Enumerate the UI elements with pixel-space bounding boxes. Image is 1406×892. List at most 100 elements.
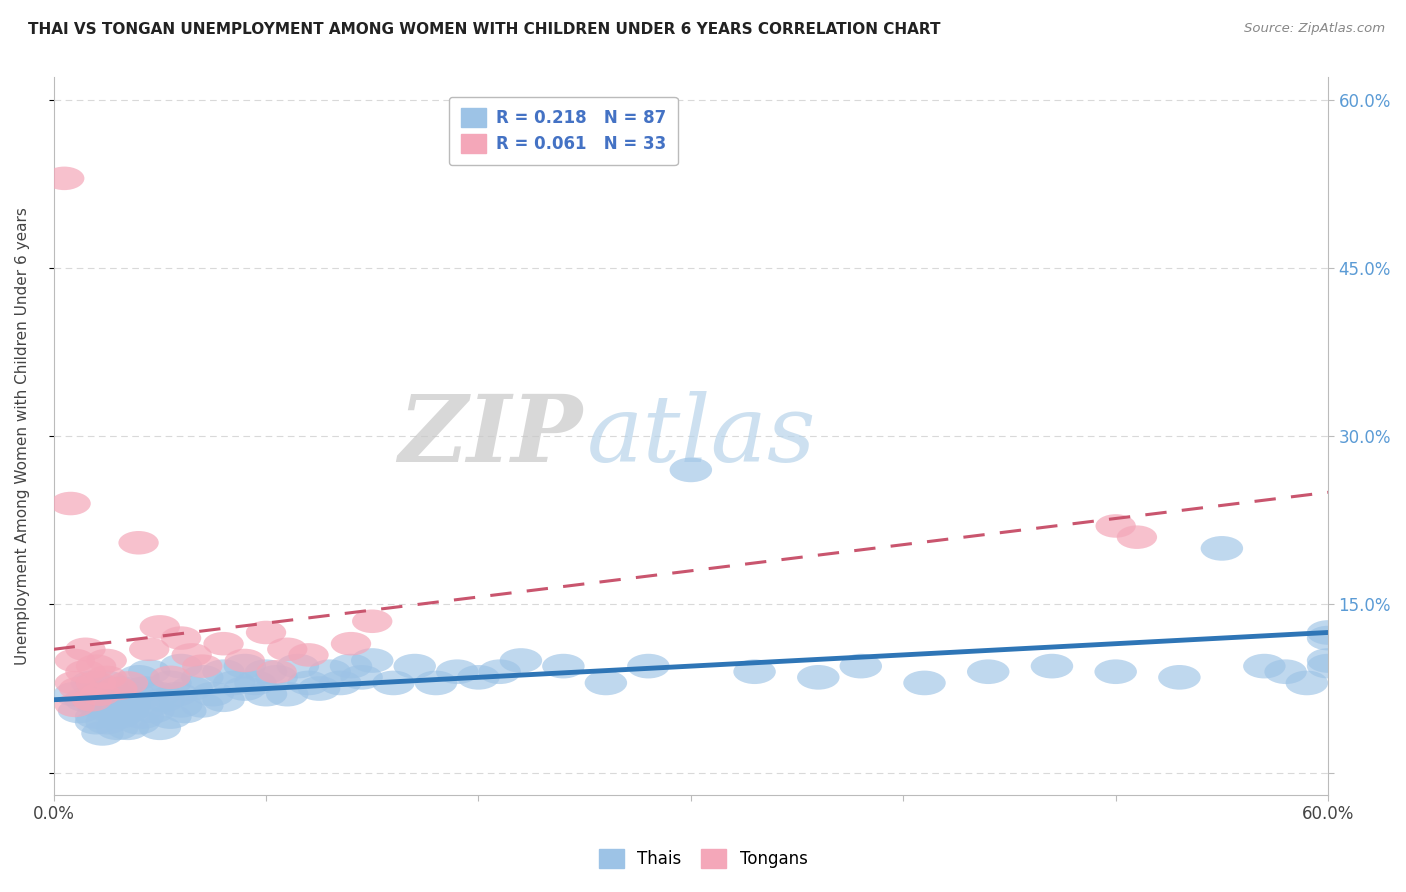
Ellipse shape bbox=[55, 648, 96, 673]
Ellipse shape bbox=[139, 715, 181, 740]
Ellipse shape bbox=[121, 705, 165, 729]
Ellipse shape bbox=[373, 671, 415, 695]
Ellipse shape bbox=[256, 660, 297, 683]
Ellipse shape bbox=[100, 676, 143, 701]
Ellipse shape bbox=[79, 681, 121, 706]
Ellipse shape bbox=[96, 715, 139, 740]
Ellipse shape bbox=[308, 659, 352, 684]
Ellipse shape bbox=[245, 659, 287, 684]
Ellipse shape bbox=[55, 694, 96, 717]
Ellipse shape bbox=[107, 715, 149, 740]
Ellipse shape bbox=[202, 659, 245, 684]
Y-axis label: Unemployment Among Women with Children Under 6 years: Unemployment Among Women with Children U… bbox=[15, 207, 30, 665]
Ellipse shape bbox=[1306, 648, 1350, 673]
Ellipse shape bbox=[1306, 620, 1350, 645]
Ellipse shape bbox=[543, 654, 585, 679]
Ellipse shape bbox=[277, 654, 319, 679]
Ellipse shape bbox=[1116, 525, 1157, 549]
Ellipse shape bbox=[585, 671, 627, 695]
Ellipse shape bbox=[118, 531, 159, 555]
Ellipse shape bbox=[124, 676, 166, 701]
Ellipse shape bbox=[245, 681, 287, 706]
Ellipse shape bbox=[86, 710, 128, 734]
Ellipse shape bbox=[1306, 626, 1350, 650]
Ellipse shape bbox=[86, 671, 128, 695]
Ellipse shape bbox=[150, 665, 191, 690]
Ellipse shape bbox=[288, 643, 329, 666]
Ellipse shape bbox=[1243, 654, 1285, 679]
Ellipse shape bbox=[1159, 665, 1201, 690]
Ellipse shape bbox=[75, 705, 117, 729]
Ellipse shape bbox=[129, 638, 169, 661]
Ellipse shape bbox=[1031, 654, 1073, 679]
Ellipse shape bbox=[91, 681, 135, 706]
Ellipse shape bbox=[191, 681, 235, 706]
Ellipse shape bbox=[967, 659, 1010, 684]
Ellipse shape bbox=[394, 654, 436, 679]
Ellipse shape bbox=[225, 648, 264, 673]
Ellipse shape bbox=[82, 721, 124, 746]
Ellipse shape bbox=[181, 693, 224, 718]
Ellipse shape bbox=[160, 654, 202, 679]
Ellipse shape bbox=[330, 654, 373, 679]
Ellipse shape bbox=[90, 698, 132, 723]
Ellipse shape bbox=[97, 677, 138, 700]
Legend: Thais, Tongans: Thais, Tongans bbox=[592, 842, 814, 875]
Ellipse shape bbox=[149, 705, 191, 729]
Text: Source: ZipAtlas.com: Source: ZipAtlas.com bbox=[1244, 22, 1385, 36]
Ellipse shape bbox=[51, 491, 91, 516]
Ellipse shape bbox=[183, 655, 222, 678]
Ellipse shape bbox=[53, 681, 96, 706]
Ellipse shape bbox=[80, 682, 121, 706]
Ellipse shape bbox=[204, 632, 243, 656]
Ellipse shape bbox=[75, 710, 117, 734]
Ellipse shape bbox=[903, 671, 946, 695]
Ellipse shape bbox=[165, 698, 207, 723]
Text: THAI VS TONGAN UNEMPLOYMENT AMONG WOMEN WITH CHILDREN UNDER 6 YEARS CORRELATION : THAI VS TONGAN UNEMPLOYMENT AMONG WOMEN … bbox=[28, 22, 941, 37]
Ellipse shape bbox=[103, 688, 145, 712]
Ellipse shape bbox=[298, 676, 340, 701]
Ellipse shape bbox=[499, 648, 543, 673]
Ellipse shape bbox=[1095, 514, 1136, 538]
Ellipse shape bbox=[72, 688, 112, 712]
Ellipse shape bbox=[44, 167, 84, 190]
Ellipse shape bbox=[76, 671, 117, 695]
Ellipse shape bbox=[1306, 654, 1350, 679]
Text: ZIP: ZIP bbox=[398, 392, 582, 482]
Ellipse shape bbox=[132, 698, 174, 723]
Ellipse shape bbox=[149, 671, 191, 695]
Ellipse shape bbox=[143, 688, 186, 712]
Ellipse shape bbox=[128, 659, 170, 684]
Ellipse shape bbox=[65, 660, 105, 683]
Ellipse shape bbox=[139, 681, 181, 706]
Ellipse shape bbox=[170, 676, 212, 701]
Ellipse shape bbox=[330, 632, 371, 656]
Ellipse shape bbox=[77, 693, 120, 718]
Ellipse shape bbox=[160, 693, 202, 718]
Ellipse shape bbox=[1264, 659, 1306, 684]
Ellipse shape bbox=[287, 671, 330, 695]
Ellipse shape bbox=[478, 659, 520, 684]
Ellipse shape bbox=[98, 705, 141, 729]
Ellipse shape bbox=[734, 659, 776, 684]
Ellipse shape bbox=[117, 665, 160, 690]
Ellipse shape bbox=[267, 638, 308, 661]
Ellipse shape bbox=[107, 698, 149, 723]
Ellipse shape bbox=[669, 458, 711, 483]
Ellipse shape bbox=[59, 677, 100, 700]
Ellipse shape bbox=[70, 671, 112, 695]
Ellipse shape bbox=[319, 671, 361, 695]
Ellipse shape bbox=[256, 665, 298, 690]
Ellipse shape bbox=[181, 665, 224, 690]
Ellipse shape bbox=[415, 671, 457, 695]
Ellipse shape bbox=[235, 671, 277, 695]
Ellipse shape bbox=[457, 665, 499, 690]
Ellipse shape bbox=[839, 654, 882, 679]
Ellipse shape bbox=[87, 648, 127, 673]
Ellipse shape bbox=[352, 609, 392, 633]
Ellipse shape bbox=[112, 681, 156, 706]
Ellipse shape bbox=[1094, 659, 1137, 684]
Ellipse shape bbox=[172, 643, 212, 666]
Ellipse shape bbox=[65, 638, 105, 661]
Ellipse shape bbox=[96, 693, 139, 718]
